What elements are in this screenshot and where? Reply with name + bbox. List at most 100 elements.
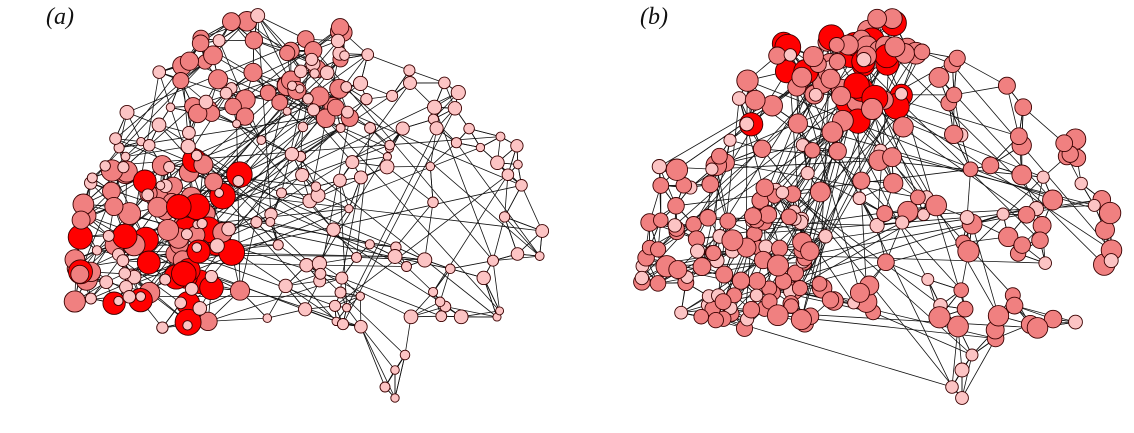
network-node (222, 12, 241, 31)
network-node (174, 296, 187, 310)
network-node (945, 380, 959, 394)
network-node (856, 52, 872, 68)
network-node (791, 66, 813, 88)
network-node (63, 290, 86, 313)
network-node (849, 282, 870, 303)
network-node (475, 142, 486, 153)
network-node (336, 318, 350, 331)
network-node (214, 188, 224, 198)
network-node (198, 94, 214, 110)
network-node (668, 260, 688, 280)
network-edge (187, 146, 406, 356)
network-edge (360, 326, 386, 388)
network-node (203, 45, 223, 66)
network-node (417, 252, 433, 268)
network-node (705, 244, 722, 262)
network-node (172, 72, 190, 89)
network-node (151, 117, 167, 133)
network-edge (320, 117, 351, 274)
network-node (284, 146, 300, 162)
network-node (339, 50, 350, 61)
network-node (749, 288, 764, 303)
network-node (515, 179, 528, 192)
network-node (434, 296, 446, 308)
network-node (1074, 176, 1088, 191)
network-edge (341, 277, 442, 317)
network-node (768, 46, 787, 65)
network-node (191, 34, 210, 53)
network-edge (194, 107, 336, 161)
network-node (721, 229, 744, 252)
network-node (802, 45, 824, 68)
network-node (783, 298, 799, 314)
network-edge (125, 146, 189, 157)
network-node (731, 271, 751, 290)
network-node (450, 84, 466, 101)
network-node (104, 196, 124, 217)
network-node (948, 49, 966, 67)
network-node (112, 223, 138, 249)
network-node (987, 305, 1010, 327)
network-node (354, 319, 368, 334)
network-edge (807, 172, 885, 214)
network-node (809, 181, 831, 203)
network-node (387, 249, 403, 264)
network-node (910, 189, 926, 206)
network-node (1017, 205, 1036, 224)
network-edge (158, 124, 441, 303)
network-node (136, 250, 161, 275)
network-node (297, 121, 309, 133)
network-node (787, 264, 804, 282)
network-node (928, 67, 950, 88)
network-node (401, 261, 412, 272)
network-node (1005, 296, 1024, 315)
network-node (996, 207, 1010, 221)
network-edge (763, 221, 826, 237)
network-node (947, 315, 969, 338)
network-node (278, 278, 293, 294)
network-edge (334, 174, 509, 307)
network-node (921, 272, 935, 286)
network-node (634, 270, 650, 286)
network-node (707, 311, 724, 329)
network-edge (119, 111, 348, 149)
network-node (861, 97, 884, 121)
network-node (925, 194, 947, 217)
network-node (780, 208, 798, 226)
network-node (384, 139, 395, 151)
network-node (232, 175, 245, 188)
network-node (279, 45, 296, 62)
network-edge (207, 317, 268, 322)
network-node (955, 391, 969, 405)
network-node (811, 275, 828, 292)
network-node (820, 68, 841, 89)
network-node (262, 313, 273, 323)
panel-a: (a) (46, 4, 550, 403)
network-node (302, 93, 314, 105)
network-edge (445, 306, 498, 318)
network-node (767, 254, 789, 277)
network-node (212, 34, 226, 48)
network-node (425, 161, 436, 172)
network-node (453, 309, 469, 325)
network-node (739, 116, 755, 132)
network-edge (118, 254, 396, 257)
network-node (877, 253, 895, 272)
network-node (310, 181, 322, 192)
network-node (690, 243, 705, 259)
network-node (1031, 231, 1049, 249)
network-node (804, 142, 821, 159)
network-edge (952, 64, 1112, 251)
network-node (204, 269, 218, 284)
network-node (715, 265, 734, 284)
network-edge (1014, 305, 1076, 323)
network-edge (360, 326, 396, 371)
network-edge (504, 174, 509, 217)
network-node (403, 309, 419, 325)
network-node (235, 107, 255, 126)
network-node (852, 191, 867, 206)
network-node (892, 116, 914, 138)
network-nodes (63, 8, 550, 403)
network-node (800, 241, 820, 261)
network-edge (723, 318, 953, 388)
